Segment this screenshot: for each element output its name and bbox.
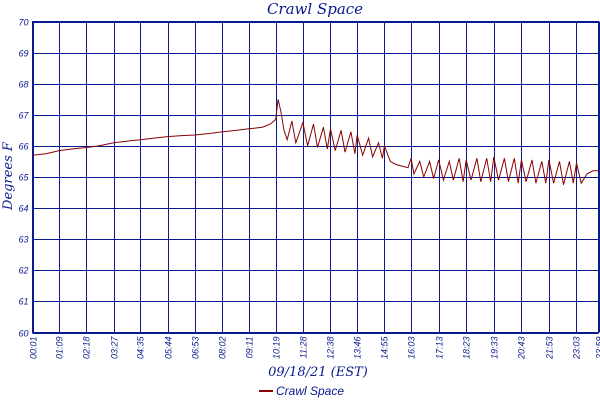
x-tick-label: 23:59 [595, 337, 600, 361]
x-tick-label: 19:33 [490, 337, 500, 360]
y-tick-label: 63 [18, 235, 28, 245]
x-tick-label: 14:55 [380, 336, 390, 360]
y-tick-label: 70 [18, 18, 28, 28]
y-tick-label: 69 [18, 49, 28, 59]
y-tick-label: 60 [18, 329, 28, 339]
x-tick-label: 03:27 [110, 336, 120, 360]
x-tick-label: 02:18 [82, 337, 92, 360]
y-tick-label: 66 [18, 142, 28, 152]
y-tick-label: 64 [18, 204, 28, 214]
x-tick-label: 20:43 [517, 337, 527, 361]
x-tick-label: 01:09 [55, 337, 65, 360]
x-tick-label: 08:02 [218, 337, 228, 360]
x-tick-label: 09:11 [245, 337, 255, 359]
x-axis-label: 09/18/21 (EST) [268, 365, 368, 380]
series-line [32, 99, 599, 185]
series-group [32, 99, 599, 185]
y-tick-label: 62 [18, 266, 28, 276]
x-tick-label: 12:38 [326, 337, 336, 360]
y-tick-label: 65 [18, 173, 29, 183]
x-tick-label: 04:35 [136, 336, 146, 360]
x-tick-label: 16:03 [407, 337, 417, 360]
legend: Crawl Space [259, 384, 344, 398]
x-tick-label: 21:53 [545, 337, 555, 361]
y-axis-ticks: 60 61 62 63 64 65 66 67 68 69 70 [18, 18, 29, 339]
x-tick-label: 06:53 [191, 337, 201, 360]
y-tick-label: 68 [18, 80, 28, 90]
legend-label: Crawl Space [276, 384, 344, 398]
y-tick-label: 67 [18, 111, 29, 121]
x-tick-label: 10:19 [272, 337, 282, 360]
plot-frame [32, 21, 599, 333]
grid [32, 21, 600, 334]
x-tick-label: 13:46 [353, 337, 363, 360]
x-tick-label: 18:23 [462, 337, 472, 360]
x-tick-label: 17:13 [435, 337, 445, 360]
y-tick-label: 61 [18, 297, 28, 307]
x-tick-label: 00:01 [29, 337, 39, 360]
x-tick-label: 05:44 [164, 337, 174, 360]
x-axis-ticks: 00:01 01:09 02:18 03:27 04:35 05:44 06:53 08:02… [29, 336, 600, 361]
x-tick-label: 11:28 [299, 337, 309, 359]
y-axis-label: Degrees F [1, 141, 16, 211]
chart-title: Crawl Space [267, 0, 363, 18]
x-tick-label: 23:03 [572, 337, 582, 361]
